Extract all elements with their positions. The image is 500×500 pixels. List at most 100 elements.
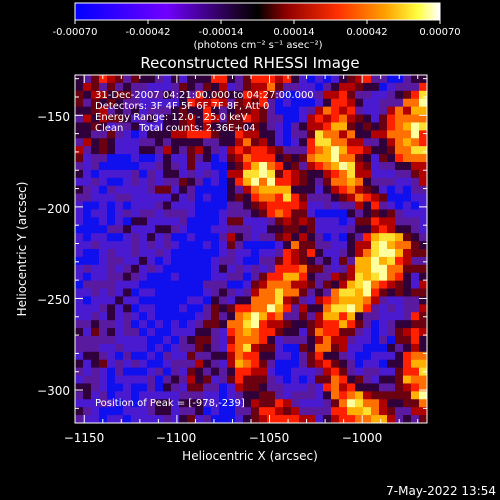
heatmap-cell <box>379 169 388 179</box>
heatmap-cell <box>355 177 364 187</box>
colorbar-tick-2: -0.00042 <box>126 27 171 38</box>
heatmap-cell <box>99 225 108 234</box>
heatmap-cell <box>107 280 116 290</box>
heatmap-cell <box>139 154 148 163</box>
heatmap-cell <box>139 249 148 258</box>
heatmap-cell <box>155 185 164 195</box>
heatmap-cell <box>219 336 228 345</box>
heatmap-cell <box>227 304 236 313</box>
heatmap-cell <box>227 375 236 385</box>
heatmap-cell <box>363 336 372 345</box>
heatmap-cell <box>267 162 276 171</box>
heatmap-cell <box>139 75 148 84</box>
heatmap-cell <box>411 98 420 108</box>
heatmap-cell <box>347 280 356 290</box>
heatmap-cell <box>339 177 348 187</box>
heatmap-cell <box>323 130 332 139</box>
heatmap-cell <box>235 391 244 400</box>
heatmap-cell <box>179 328 188 337</box>
heatmap-cell <box>315 320 324 329</box>
heatmap-cell <box>347 146 356 155</box>
heatmap-cell <box>107 154 116 163</box>
heatmap-cell <box>395 304 404 313</box>
heatmap-cell <box>259 304 268 313</box>
heatmap-cell <box>211 98 220 108</box>
heatmap-cell <box>179 304 188 313</box>
heatmap-cell <box>195 359 204 369</box>
heatmap-cell <box>83 280 92 290</box>
heatmap-cell <box>371 415 380 423</box>
heatmap-cell <box>355 225 364 234</box>
heatmap-cell <box>243 320 252 329</box>
heatmap-cell <box>179 399 188 408</box>
heatmap-cell <box>83 328 92 337</box>
heatmap-cell <box>83 272 92 282</box>
heatmap-cell <box>291 106 300 116</box>
heatmap-cell <box>219 82 228 92</box>
heatmap-cell <box>131 351 140 361</box>
heatmap-cell <box>139 256 148 266</box>
heatmap-cell <box>331 138 340 147</box>
heatmap-cell <box>363 359 372 369</box>
heatmap-cell <box>251 193 260 203</box>
heatmap-cell <box>403 114 412 124</box>
heatmap-cell <box>179 241 188 250</box>
heatmap-cell <box>187 217 196 226</box>
heatmap-cell <box>323 304 332 313</box>
heatmap-cell <box>355 193 364 203</box>
heatmap-cell <box>235 256 244 266</box>
heatmap-cell <box>331 399 340 408</box>
heatmap-cell <box>323 415 332 423</box>
heatmap-cell <box>363 122 372 131</box>
heatmap-cell <box>419 225 427 234</box>
heatmap-cell <box>267 336 276 345</box>
heatmap-cell <box>131 154 140 163</box>
heatmap-cell <box>419 320 427 329</box>
heatmap-cell <box>171 122 180 131</box>
heatmap-cell <box>171 280 180 290</box>
heatmap-cell <box>83 185 92 195</box>
heatmap-cell <box>267 209 276 218</box>
heatmap-cell <box>339 280 348 290</box>
heatmap-cell <box>395 225 404 234</box>
heatmap-cell <box>355 288 364 298</box>
heatmap-cell <box>107 201 116 211</box>
heatmap-cell <box>227 288 236 298</box>
heatmap-cell <box>179 98 188 108</box>
heatmap-cell <box>131 391 140 400</box>
heatmap-cell <box>155 367 164 377</box>
heatmap-cell <box>163 407 172 416</box>
heatmap-cell <box>251 146 260 155</box>
heatmap-cell <box>371 193 380 203</box>
heatmap-cell <box>395 114 404 124</box>
chart-title: Reconstructed RHESSI Image <box>140 54 359 72</box>
heatmap-cell <box>131 90 140 100</box>
heatmap-cell <box>187 114 196 124</box>
heatmap-cell <box>235 146 244 155</box>
heatmap-cell <box>259 75 268 84</box>
heatmap-cell <box>299 122 308 131</box>
heatmap-cell <box>355 264 364 274</box>
heatmap-cell <box>195 185 204 195</box>
heatmap-cell <box>243 399 252 408</box>
heatmap-cell <box>163 296 172 305</box>
heatmap-cell <box>283 146 292 155</box>
heatmap-cell <box>347 217 356 226</box>
heatmap-cell <box>219 138 228 147</box>
heatmap-cell <box>139 241 148 250</box>
heatmap-cell <box>219 169 228 179</box>
info-total-counts: Clean Total counts: 2.36E+04 <box>95 123 255 134</box>
heatmap-cell <box>387 154 396 163</box>
heatmap-cell <box>291 177 300 187</box>
heatmap-cell <box>123 343 132 353</box>
heatmap-cell <box>299 415 308 423</box>
heatmap-cell <box>411 407 420 416</box>
heatmap-cell <box>131 312 140 321</box>
heatmap-cell <box>75 304 84 313</box>
heatmap-cell <box>211 399 220 408</box>
heatmap-cell <box>203 351 212 361</box>
heatmap-cell <box>235 375 244 385</box>
heatmap-cell <box>107 169 116 179</box>
heatmap-cell <box>419 288 427 298</box>
heatmap-cell <box>299 114 308 124</box>
